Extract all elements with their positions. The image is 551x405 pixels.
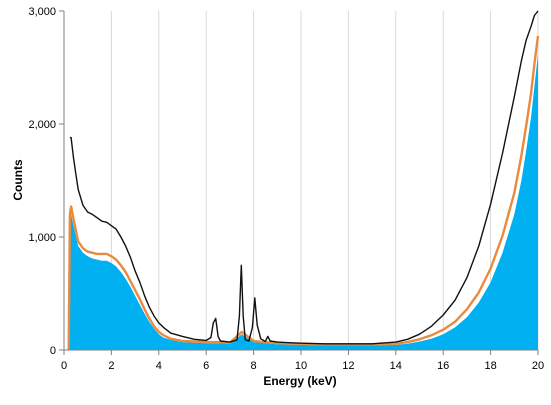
x-tick-label: 14 — [390, 360, 402, 372]
y-tick-label: 1,000 — [28, 232, 56, 244]
y-tick-label: 3,000 — [28, 6, 56, 18]
tick-labels: 0 1,000 2,000 3,000 0 2 4 6 8 10 12 14 16 18 20 — [28, 6, 544, 372]
x-tick-label: 18 — [484, 360, 496, 372]
x-tick-label: 10 — [295, 360, 307, 372]
series-line-black — [69, 10, 539, 345]
x-tick-label: 12 — [342, 360, 354, 372]
x-tick-label: 2 — [108, 360, 114, 372]
x-axis-label: Energy (keV) — [263, 374, 336, 388]
axes — [59, 10, 539, 355]
series-line-orange — [67, 35, 540, 351]
series-area-fill — [68, 53, 538, 351]
x-tick-label: 6 — [203, 360, 209, 372]
x-tick-label: 20 — [532, 360, 544, 372]
y-tick-label: 2,000 — [28, 119, 56, 131]
x-tick-label: 0 — [61, 360, 67, 372]
x-tick-label: 4 — [156, 360, 162, 372]
x-tick-label: 8 — [251, 360, 257, 372]
y-axis-label: Counts — [11, 159, 25, 201]
y-tick-label: 0 — [50, 345, 56, 357]
series-layer — [67, 10, 540, 351]
x-tick-label: 16 — [437, 360, 449, 372]
